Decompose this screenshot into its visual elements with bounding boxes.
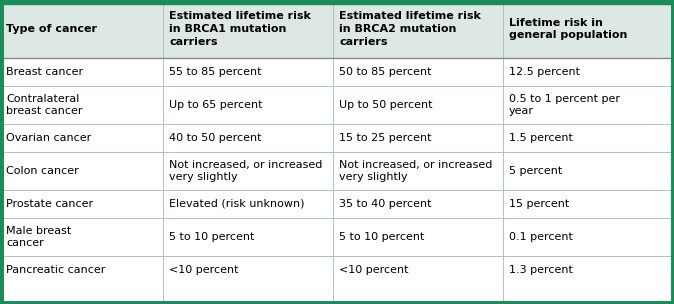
Text: 12.5 percent: 12.5 percent (509, 67, 580, 77)
Text: 5 to 10 percent: 5 to 10 percent (339, 232, 425, 242)
Text: Not increased, or increased
very slightly: Not increased, or increased very slightl… (169, 160, 322, 182)
Text: Elevated (risk unknown): Elevated (risk unknown) (169, 199, 305, 209)
Text: 40 to 50 percent: 40 to 50 percent (169, 133, 262, 143)
Text: Ovarian cancer: Ovarian cancer (6, 133, 91, 143)
Text: Lifetime risk in
general population: Lifetime risk in general population (509, 18, 627, 40)
Text: Up to 50 percent: Up to 50 percent (339, 100, 433, 110)
Text: 0.1 percent: 0.1 percent (509, 232, 573, 242)
Text: 15 to 25 percent: 15 to 25 percent (339, 133, 431, 143)
Text: 0.5 to 1 percent per
year: 0.5 to 1 percent per year (509, 94, 620, 116)
Text: Estimated lifetime risk
in BRCA2 mutation
carriers: Estimated lifetime risk in BRCA2 mutatio… (339, 11, 481, 47)
Text: Not increased, or increased
very slightly: Not increased, or increased very slightl… (339, 160, 493, 182)
Text: 5 percent: 5 percent (509, 166, 562, 176)
Text: 50 to 85 percent: 50 to 85 percent (339, 67, 431, 77)
Text: <10 percent: <10 percent (339, 265, 408, 275)
Text: 5 to 10 percent: 5 to 10 percent (169, 232, 254, 242)
Text: 35 to 40 percent: 35 to 40 percent (339, 199, 431, 209)
Text: Breast cancer: Breast cancer (6, 67, 83, 77)
Text: Male breast
cancer: Male breast cancer (6, 226, 71, 248)
Text: Type of cancer: Type of cancer (6, 24, 97, 34)
Text: Prostate cancer: Prostate cancer (6, 199, 93, 209)
Bar (0, 58, 674, 304)
Text: Pancreatic cancer: Pancreatic cancer (6, 265, 105, 275)
Text: Contralateral
breast cancer: Contralateral breast cancer (6, 94, 82, 116)
Bar (0, 0, 674, 58)
Text: 15 percent: 15 percent (509, 199, 570, 209)
Text: Estimated lifetime risk
in BRCA1 mutation
carriers: Estimated lifetime risk in BRCA1 mutatio… (169, 11, 311, 47)
Text: 1.5 percent: 1.5 percent (509, 133, 573, 143)
Text: Colon cancer: Colon cancer (6, 166, 79, 176)
Text: 55 to 85 percent: 55 to 85 percent (169, 67, 262, 77)
Text: <10 percent: <10 percent (169, 265, 239, 275)
Text: Up to 65 percent: Up to 65 percent (169, 100, 262, 110)
Text: 1.3 percent: 1.3 percent (509, 265, 573, 275)
